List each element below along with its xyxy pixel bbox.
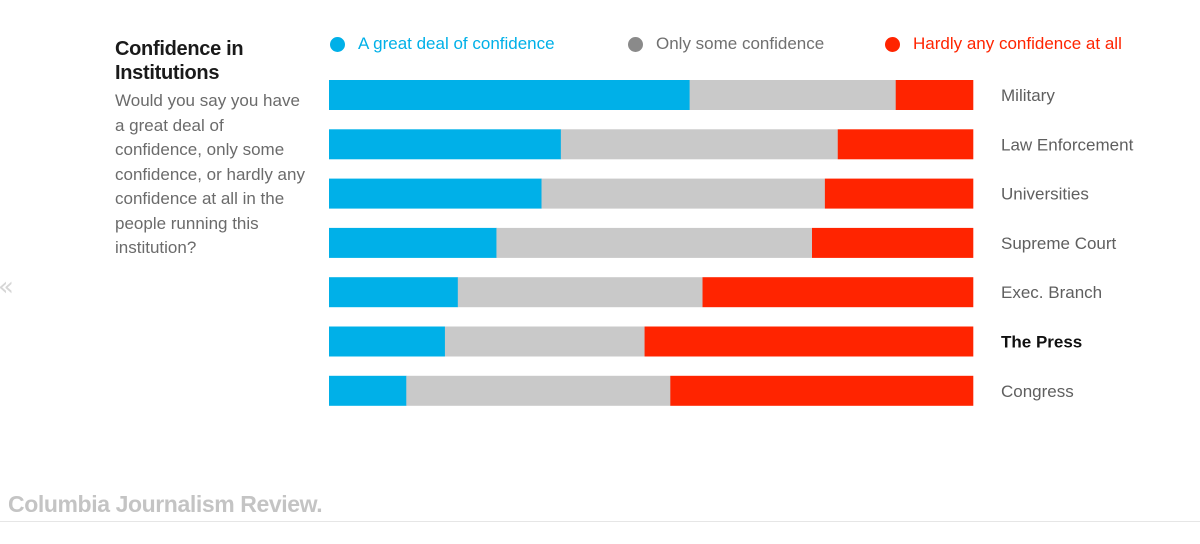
footer-divider [0, 521, 1200, 522]
legend-item-only-some: Only some confidence [628, 32, 824, 56]
bar-universities-hardly-any-confidence-at-all [824, 178, 974, 209]
legend-item-hardly-any: Hardly any confidence at all [885, 32, 1122, 56]
chevron-left-double-icon[interactable]: « [0, 272, 14, 302]
category-label-exec-branch: Exec. Branch [1001, 283, 1102, 302]
category-label-law-enforcement: Law Enforcement [1001, 135, 1134, 154]
bar-supreme-court-only-some-confidence [496, 227, 813, 258]
bar-congress-hardly-any-confidence-at-all [670, 375, 974, 406]
bar-the-press-hardly-any-confidence-at-all [644, 326, 974, 357]
legend-item-great-deal: A great deal of confidence [330, 32, 555, 56]
legend-label-hardly-any: Hardly any confidence at all [913, 34, 1122, 53]
bar-supreme-court-a-great-deal-of-confidence [329, 227, 497, 258]
bar-supreme-court-hardly-any-confidence-at-all [812, 227, 974, 258]
bar-congress-only-some-confidence [406, 375, 671, 406]
chart-title: Confidence in Institutions [115, 38, 244, 84]
category-label-congress: Congress [1001, 382, 1074, 401]
category-label-military: Military [1001, 86, 1055, 105]
bar-the-press-only-some-confidence [444, 326, 645, 357]
bar-law-enforcement-a-great-deal-of-confidence [329, 129, 562, 160]
bar-universities-only-some-confidence [541, 178, 826, 209]
bar-the-press-a-great-deal-of-confidence [329, 326, 446, 357]
footer-brand: Columbia Journalism Review. [8, 491, 323, 517]
bar-military-only-some-confidence [689, 80, 897, 110]
category-label-universities: Universities [1001, 185, 1089, 204]
category-label-supreme-court: Supreme Court [1001, 234, 1117, 253]
legend-label-only-some: Only some confidence [656, 34, 825, 53]
bar-exec-branch-only-some-confidence [457, 277, 703, 308]
survey-question: Would you say you have a great deal of c… [115, 91, 305, 257]
bar-military-a-great-deal-of-confidence [329, 80, 690, 110]
bar-exec-branch-a-great-deal-of-confidence [329, 277, 459, 308]
bar-exec-branch-hardly-any-confidence-at-all [702, 277, 974, 308]
legend-dot-only-some [628, 36, 643, 52]
bar-universities-a-great-deal-of-confidence [329, 178, 542, 209]
bar-military-hardly-any-confidence-at-all [895, 80, 974, 110]
legend-dot-great-deal [330, 36, 345, 52]
legend-dot-hardly-any [885, 36, 900, 52]
bar-law-enforcement-only-some-confidence [560, 129, 839, 160]
bar-law-enforcement-hardly-any-confidence-at-all [837, 129, 974, 160]
category-label-the-press: The Press [1001, 333, 1082, 352]
bar-congress-a-great-deal-of-confidence [329, 375, 407, 406]
legend-label-great-deal: A great deal of confidence [358, 34, 555, 53]
